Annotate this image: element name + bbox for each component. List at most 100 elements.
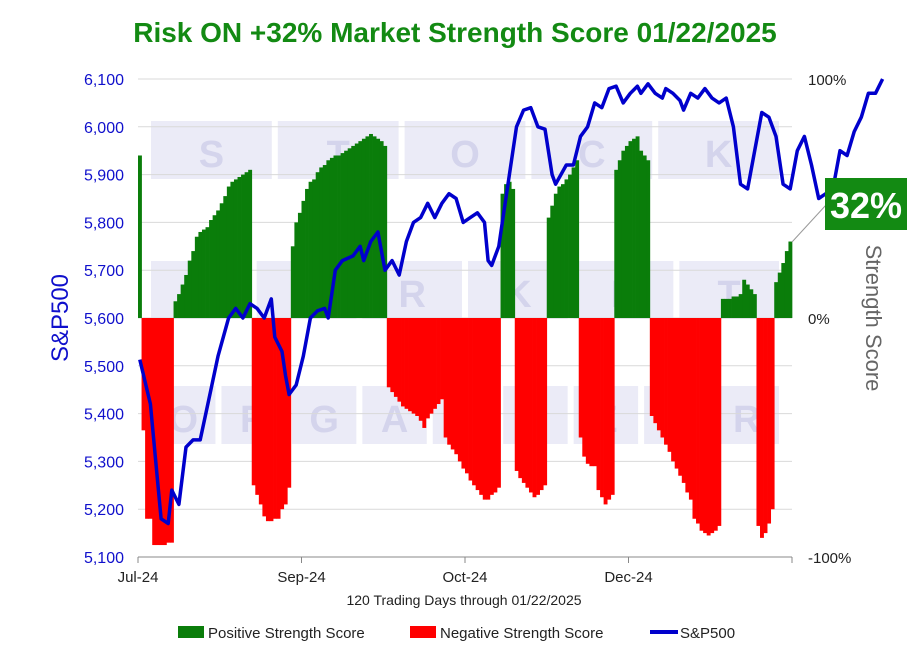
positive-bar <box>297 212 302 318</box>
negative-bar <box>162 318 167 546</box>
positive-bar <box>209 220 213 318</box>
negative-bar <box>440 318 445 400</box>
negative-bar <box>265 318 270 522</box>
positive-bar <box>546 217 551 318</box>
negative-bar <box>692 318 697 519</box>
negative-bar <box>525 318 530 488</box>
negative-bar <box>674 318 679 469</box>
positive-bar <box>724 298 729 318</box>
positive-bar <box>614 169 619 318</box>
negative-bar <box>610 318 615 495</box>
positive-bar <box>564 179 569 318</box>
positive-bar <box>500 193 505 318</box>
negative-bar <box>717 318 722 526</box>
x-tick-label: Jul-24 <box>118 569 159 586</box>
positive-bar <box>237 176 242 318</box>
positive-bar <box>774 282 779 318</box>
positive-bar <box>344 150 349 318</box>
positive-bar <box>315 172 320 318</box>
positive-bar <box>571 167 576 318</box>
positive-bar <box>507 181 512 318</box>
negative-bar <box>592 318 597 467</box>
negative-bar <box>258 318 263 505</box>
positive-bar <box>731 296 736 318</box>
negative-bar <box>536 318 540 495</box>
positive-bar <box>337 155 341 318</box>
positive-bar <box>212 215 217 318</box>
positive-bar <box>788 241 793 318</box>
x-tick-label: Oct-24 <box>442 569 487 586</box>
positive-bar <box>379 141 384 318</box>
y-tick-left: 5,200 <box>84 502 124 519</box>
negative-bar <box>461 318 466 469</box>
negative-bar <box>404 318 409 409</box>
positive-bar <box>308 181 313 318</box>
watermark-tile <box>291 386 357 444</box>
negative-bar <box>543 318 548 486</box>
negative-bar <box>418 318 423 421</box>
negative-bar <box>415 318 420 416</box>
watermark-letter: G <box>309 399 339 441</box>
negative-bar <box>145 318 150 519</box>
y-tick-left: 6,000 <box>84 120 124 137</box>
negative-bar <box>433 318 437 409</box>
positive-bar <box>372 136 377 318</box>
negative-bar <box>475 318 480 491</box>
positive-bar <box>333 155 338 318</box>
negative-bar <box>166 318 171 543</box>
positive-bar <box>194 236 199 318</box>
negative-bar <box>770 318 775 510</box>
negative-bar <box>688 318 693 500</box>
positive-bar <box>187 260 192 318</box>
strength-bars <box>138 133 793 546</box>
positive-bar <box>173 301 178 318</box>
sp500-polyline <box>138 78 885 526</box>
negative-bar <box>386 318 391 388</box>
positive-bar <box>752 294 757 318</box>
negative-bar <box>472 318 477 486</box>
positive-bar <box>326 160 331 318</box>
x-axis-label: 120 Trading Days through 01/22/2025 <box>346 592 581 608</box>
negative-bar <box>681 318 686 483</box>
positive-bar <box>553 193 558 318</box>
positive-bar <box>550 205 555 318</box>
positive-bar <box>369 133 373 318</box>
y-tick-right: 0% <box>808 311 830 328</box>
axes: 5,100 5,200 5,300 5,400 5,500 5,600 5,700 5,800… <box>84 72 851 586</box>
negative-bar <box>269 318 274 522</box>
positive-bar <box>351 145 356 318</box>
positive-bar <box>511 188 516 318</box>
negative-bar <box>482 318 487 500</box>
positive-bar <box>201 229 206 318</box>
positive-bar <box>720 298 725 318</box>
watermark-letter: O <box>450 134 480 176</box>
y-tick-left: 6,100 <box>84 72 124 89</box>
y-tick-right: -100% <box>808 550 851 567</box>
positive-bar <box>749 289 754 318</box>
negative-bar <box>710 318 715 534</box>
legend-label: S&P500 <box>680 625 735 642</box>
negative-bar <box>678 318 683 476</box>
negative-bar <box>489 318 494 495</box>
negative-bar <box>706 318 711 536</box>
positive-bar <box>248 169 253 318</box>
negative-bar <box>667 318 672 452</box>
watermark-tile <box>404 121 526 179</box>
negative-bar <box>493 318 498 493</box>
negative-bar <box>521 318 526 483</box>
positive-bar <box>742 279 747 318</box>
negative-bar <box>539 318 544 491</box>
negative-bar <box>496 318 501 488</box>
positive-bar <box>365 136 370 318</box>
positive-bar <box>294 222 299 318</box>
watermark-letter: S <box>199 134 224 176</box>
negative-bar <box>436 318 441 405</box>
negative-bar <box>273 318 277 519</box>
score-callout: 32% <box>791 178 907 243</box>
y-tick-left: 5,100 <box>84 550 124 567</box>
y-tick-left: 5,900 <box>84 168 124 185</box>
positive-bar <box>635 136 640 318</box>
positive-bar <box>504 184 509 318</box>
negative-bar <box>390 318 395 393</box>
